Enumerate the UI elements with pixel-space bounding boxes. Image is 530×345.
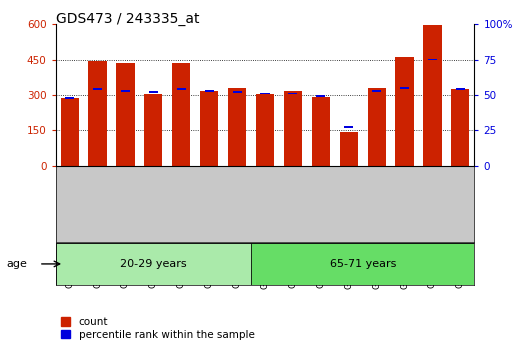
Bar bbox=[93, 88, 102, 90]
Text: GDS473 / 243335_at: GDS473 / 243335_at bbox=[56, 12, 199, 26]
Bar bbox=[121, 90, 130, 91]
Bar bbox=[284, 91, 302, 166]
Bar bbox=[144, 94, 162, 166]
Bar bbox=[312, 97, 330, 166]
Bar bbox=[60, 98, 78, 166]
Bar bbox=[368, 88, 386, 166]
Bar bbox=[340, 132, 358, 166]
Bar bbox=[89, 61, 107, 166]
Bar bbox=[452, 89, 470, 166]
Bar bbox=[200, 91, 218, 166]
Bar bbox=[233, 91, 242, 93]
Bar bbox=[228, 88, 246, 166]
Legend: count, percentile rank within the sample: count, percentile rank within the sample bbox=[61, 317, 254, 340]
Bar bbox=[251, 243, 474, 285]
Bar bbox=[65, 97, 74, 99]
Bar bbox=[205, 90, 214, 91]
Bar bbox=[176, 88, 186, 90]
Bar bbox=[260, 92, 270, 95]
Bar bbox=[172, 62, 190, 166]
Bar bbox=[428, 59, 437, 60]
Bar bbox=[56, 243, 251, 285]
Bar bbox=[316, 95, 325, 97]
Text: age: age bbox=[6, 259, 27, 269]
Bar bbox=[395, 57, 413, 166]
Bar bbox=[117, 63, 135, 166]
Bar bbox=[372, 90, 381, 91]
Bar bbox=[344, 127, 354, 128]
Text: 65-71 years: 65-71 years bbox=[330, 259, 396, 269]
Bar bbox=[149, 91, 158, 93]
Bar bbox=[288, 92, 297, 95]
Bar bbox=[456, 88, 465, 90]
Bar bbox=[423, 25, 441, 166]
Text: 20-29 years: 20-29 years bbox=[120, 259, 187, 269]
Bar bbox=[400, 87, 409, 89]
Bar bbox=[256, 94, 274, 166]
